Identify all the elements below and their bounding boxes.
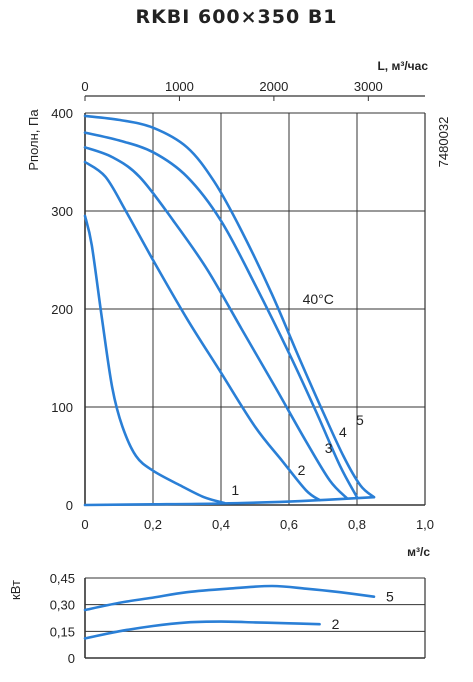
power-y-tick-label: 0,30	[50, 598, 75, 613]
curve-label-3: 3	[325, 440, 333, 456]
power-plot-curves	[83, 584, 376, 640]
power-curve-5	[83, 584, 376, 612]
curve-label-1: 1	[231, 482, 239, 498]
chart-title: RKBI 600×350 B1	[135, 6, 338, 28]
x2-tick-label: 0	[81, 79, 88, 94]
fan-curve-system	[83, 495, 376, 507]
main-plot-curves	[83, 114, 376, 507]
y-axis-label: Pполн, Па	[26, 109, 41, 171]
fan-curve-4	[83, 131, 359, 499]
curve-label-2: 2	[298, 462, 306, 478]
fan-curve-3	[83, 146, 349, 500]
power-plot-grid	[84, 577, 426, 659]
main-plot-labels: 0 0,2 0,4 0,6 0,8 1,0 0 100 200 300 400 0 1000 2000 30…	[26, 59, 451, 559]
fan-curve-1	[83, 214, 226, 505]
power-y-axis-label: кВт	[8, 580, 23, 600]
main-plot-grid	[84, 95, 426, 506]
x-tick-label: 0,6	[280, 517, 298, 532]
curve-label-4: 4	[339, 424, 347, 440]
x2-tick-label: 3000	[354, 79, 383, 94]
y-tick-label: 200	[51, 302, 73, 317]
fan-curve-2	[83, 160, 321, 502]
x-axis-label: м³/с	[407, 545, 430, 559]
curve-label-5: 5	[356, 412, 364, 428]
x-tick-label: 0,2	[144, 517, 162, 532]
power-curve-2	[83, 620, 321, 640]
power-y-tick-label: 0	[68, 651, 75, 666]
x2-axis-label: L, м³/час	[377, 59, 428, 73]
chart-code: 7480032	[436, 117, 451, 168]
y-tick-label: 100	[51, 400, 73, 415]
power-y-tick-label: 0,15	[50, 624, 75, 639]
power-y-tick-label: 0,45	[50, 571, 75, 586]
x-tick-label: 1,0	[416, 517, 434, 532]
power-curve-label-2: 2	[332, 616, 340, 632]
x2-tick-label: 1000	[165, 79, 194, 94]
x-tick-label: 0,8	[348, 517, 366, 532]
temperature-annotation: 40°C	[303, 291, 334, 307]
x2-tick-label: 2000	[259, 79, 288, 94]
y-tick-label: 300	[51, 204, 73, 219]
x-tick-label: 0,4	[212, 517, 230, 532]
fan-curve-5	[83, 114, 376, 499]
power-plot-labels: 0 0,15 0,30 0,45 кВт 5 2	[8, 571, 394, 666]
x-tick-label: 0	[81, 517, 88, 532]
y-tick-label: 0	[66, 498, 73, 513]
y-tick-label: 400	[51, 106, 73, 121]
power-curve-label-5: 5	[386, 589, 394, 605]
